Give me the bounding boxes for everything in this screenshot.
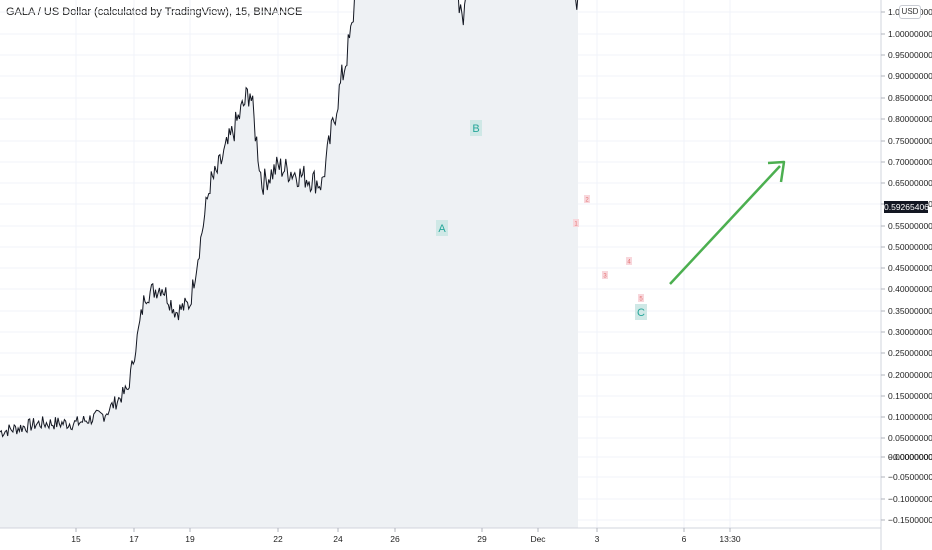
time-tick-label: 29 bbox=[477, 534, 487, 544]
wave-label-1[interactable]: 1 bbox=[574, 222, 578, 228]
wave-label-b-bg bbox=[470, 120, 482, 136]
wave-label-4[interactable]: 4 bbox=[627, 260, 631, 266]
time-tick-label: 3 bbox=[595, 534, 600, 544]
projection-arrow bbox=[669, 160, 786, 285]
price-tick-label: 0.05000000 bbox=[888, 433, 932, 443]
projection-arrow-head bbox=[767, 160, 786, 183]
wave-label-4-bg bbox=[626, 257, 632, 265]
price-tick-label: 0.10000000 bbox=[888, 412, 932, 422]
price-tick-label: 0.80000000 bbox=[888, 114, 932, 124]
wave-label-b[interactable]: B bbox=[472, 123, 479, 135]
time-tick-label: 6 bbox=[682, 534, 687, 544]
price-tick-label: 0.25000000 bbox=[888, 348, 932, 358]
price-tick-label: −0.00000000 bbox=[888, 452, 932, 462]
price-area-fill bbox=[0, 0, 578, 528]
price-tick-label: 0.70000000 bbox=[888, 157, 932, 167]
time-tick-label: 22 bbox=[273, 534, 283, 544]
wave-label-a-bg bbox=[436, 220, 448, 236]
price-tick-label: −0.10000000 bbox=[888, 494, 932, 504]
time-tick-label: 24 bbox=[333, 534, 343, 544]
price-tick-label: 1.00000000 bbox=[888, 29, 932, 39]
wave-label-a[interactable]: A bbox=[438, 223, 446, 235]
price-tick-label: 0.95000000 bbox=[888, 50, 932, 60]
time-tick-label: 13:30 bbox=[719, 534, 741, 544]
wave-label-2-bg bbox=[584, 195, 590, 203]
time-tick-label: Dec bbox=[530, 534, 546, 544]
price-tick-label: 0.50000000 bbox=[888, 242, 932, 252]
price-axis: 1.050000001.000000000.950000000.90000000… bbox=[881, 7, 932, 525]
time-axis: 15 17 19 22 24 26 29 Dec 3 6 13:30 bbox=[71, 528, 741, 544]
elliott-wave-labels: A B C 1 2 3 4 5 bbox=[436, 120, 647, 320]
price-tick-label: −0.15000000 bbox=[888, 515, 932, 525]
time-tick-label: 17 bbox=[129, 534, 139, 544]
wave-label-3-bg bbox=[602, 271, 608, 279]
price-tick-label: 0.30000000 bbox=[888, 327, 932, 337]
time-tick-label: 19 bbox=[185, 534, 195, 544]
price-tick-label: −0.05000000 bbox=[888, 472, 932, 482]
price-tick-label: 0.85000000 bbox=[888, 93, 932, 103]
price-tick-label: 0.00000000 bbox=[888, 452, 932, 462]
wave-label-2[interactable]: 2 bbox=[585, 198, 589, 204]
price-series-line bbox=[0, 0, 579, 438]
price-tick-label: 0.45000000 bbox=[888, 263, 932, 273]
price-tick-label: 0.20000000 bbox=[888, 370, 932, 380]
price-tick-label: 0.75000000 bbox=[888, 136, 932, 146]
price-tick-label: 0.65000000 bbox=[888, 178, 932, 188]
time-tick-label: 15 bbox=[71, 534, 81, 544]
wave-label-c[interactable]: C bbox=[637, 307, 645, 319]
price-tick-label: 0.40000000 bbox=[888, 284, 932, 294]
wave-label-5-bg bbox=[638, 294, 644, 302]
wave-label-3[interactable]: 3 bbox=[603, 274, 607, 280]
price-tick-label: 0.90000000 bbox=[888, 71, 932, 81]
wave-label-1-bg bbox=[573, 219, 579, 227]
time-tick-label: 26 bbox=[390, 534, 400, 544]
projection-arrow-shaft bbox=[669, 165, 781, 285]
price-tick-label: 0.55000000 bbox=[888, 221, 932, 231]
current-price-label: 0.59265406 bbox=[884, 201, 929, 213]
wave-label-c-bg bbox=[635, 304, 647, 320]
currency-badge[interactable]: USD bbox=[899, 5, 921, 19]
price-tick-label: 0.15000000 bbox=[888, 391, 932, 401]
wave-label-5[interactable]: 5 bbox=[639, 297, 643, 303]
price-tick-label: 0.35000000 bbox=[888, 306, 932, 316]
